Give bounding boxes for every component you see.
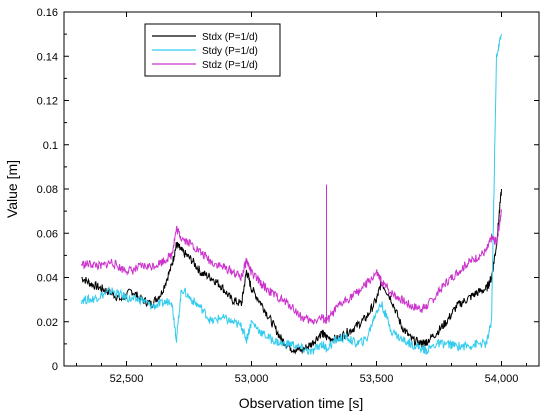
series-line-2 xyxy=(81,33,502,355)
legend-label: Stdx (P=1/d) xyxy=(202,32,258,43)
y-axis-title: Value [m] xyxy=(4,160,20,218)
y-tick-label: 0.12 xyxy=(37,96,58,108)
y-tick-label: 0.02 xyxy=(37,317,58,329)
x-tick-label: 52,500 xyxy=(110,373,144,385)
y-tick-label: 0.06 xyxy=(37,228,58,240)
y-tick-label: 0 xyxy=(52,361,58,373)
plot-frame xyxy=(63,11,540,367)
x-axis-title: Observation time [s] xyxy=(239,395,364,411)
x-axis-ticks: 52,500 53,000 53,500 54,000 xyxy=(76,12,527,385)
y-tick-label: 0.1 xyxy=(43,140,58,152)
legend-label: Stdz (P=1/d) xyxy=(202,60,258,71)
y-tick-label: 0.04 xyxy=(37,273,58,285)
series-line-1 xyxy=(81,188,502,355)
y-axis-ticks: 0 0.02 0.04 0.06 0.08 0.1 0.12 0.14 0.16 xyxy=(37,7,539,373)
legend: Stdx (P=1/d) Stdy (P=1/d) Stdz (P=1/d) xyxy=(144,23,281,77)
plot-area xyxy=(63,11,540,367)
y-tick-label: 0.16 xyxy=(37,7,58,19)
series-layer xyxy=(81,33,502,355)
x-tick-label: 53,000 xyxy=(235,373,269,385)
x-tick-label: 54,000 xyxy=(485,373,519,385)
y-tick-label: 0.08 xyxy=(37,184,58,196)
y-tick-label: 0.14 xyxy=(37,51,58,63)
x-tick-label: 53,500 xyxy=(360,373,394,385)
series-line-3 xyxy=(81,209,502,325)
legend-label: Stdy (P=1/d) xyxy=(202,46,258,57)
